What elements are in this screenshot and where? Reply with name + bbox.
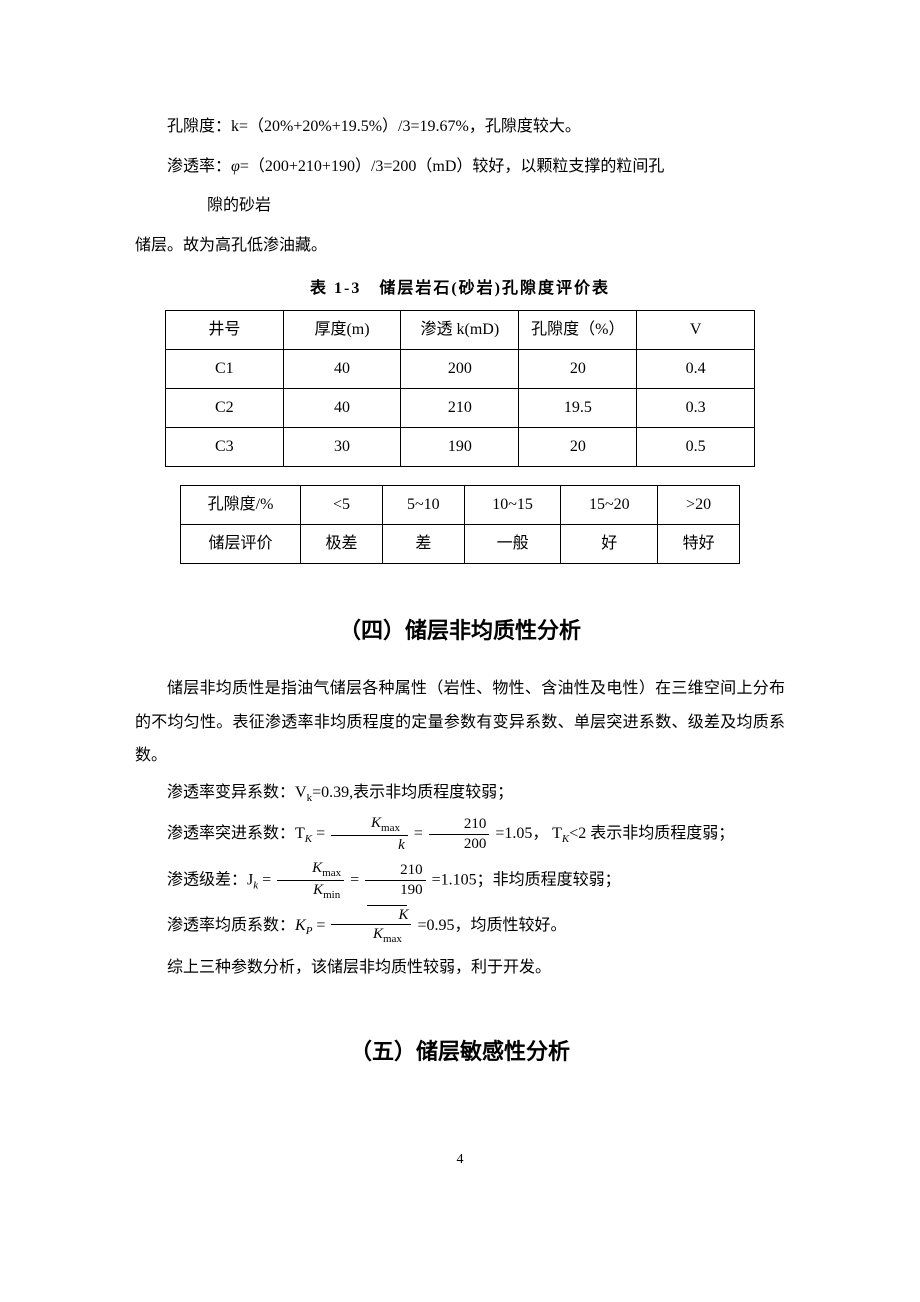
text-label: 渗透率： (167, 158, 231, 175)
text-condition: <2 表示非均质程度弱； (569, 825, 734, 842)
table-cell: 极差 (301, 524, 383, 563)
denominator: 190 (365, 881, 426, 899)
table-cell: 0.5 (637, 427, 755, 466)
table-cell: <5 (301, 485, 383, 524)
table-row: C2 40 210 19.5 0.3 (166, 388, 755, 427)
paragraph-heterogeneity: 储层非均质性是指油气储层各种属性（岩性、物性、含油性及电性）在三维空间上分布的不… (135, 672, 785, 773)
table-cell: 30 (283, 427, 401, 466)
table-cell: >20 (658, 485, 740, 524)
fraction: K Kmax (331, 907, 411, 946)
table-cell: 40 (283, 349, 401, 388)
subscript: min (323, 889, 340, 901)
fraction: 210 200 (429, 816, 490, 852)
paragraph-permeability: 渗透率：φ=（200+210+190）/3=200（mD）较好，以颗粒支撑的粒间… (135, 150, 785, 184)
page-body: 孔隙度：k=（20%+20%+19.5%）/3=19.67%，孔隙度较大。 渗透… (0, 0, 920, 1234)
table-cell: 差 (382, 524, 464, 563)
table-header: 渗透 k(mD) (401, 310, 519, 349)
numerator: 210 (365, 862, 426, 881)
text-label: 渗透级差：J (167, 871, 253, 888)
text-value: =（200+210+190）/3=200（mD）较好，以颗粒支撑的粒间孔 (240, 158, 665, 175)
table1-caption: 表 1-3 储层岩石(砂岩)孔隙度评价表 (135, 272, 785, 306)
table-cell: 15~20 (561, 485, 658, 524)
section-heading-4: （四）储层非均质性分析 (135, 608, 785, 654)
table-cell: 19.5 (519, 388, 637, 427)
text-value: =0.95，均质性较好。 (417, 917, 566, 934)
math-kbar: k (366, 837, 405, 854)
paragraph-kp: 渗透率均质系数：KP = K Kmax =0.95，均质性较好。 (135, 907, 785, 946)
paragraph-vk: 渗透率变异系数：Vk=0.39,表示非均质程度较弱； (135, 779, 785, 809)
table-header: 井号 (166, 310, 284, 349)
table-cell: 200 (401, 349, 519, 388)
section-heading-5: （五）储层敏感性分析 (135, 1029, 785, 1075)
text-value: =1.105；非均质程度较弱； (432, 871, 621, 888)
text-label: 渗透率均质系数： (167, 917, 295, 934)
subscript: k (253, 879, 258, 891)
table-cell: 孔隙度/% (181, 485, 301, 524)
table-porosity-classes: 孔隙度/% <5 5~10 10~15 15~20 >20 储层评价 极差 差 … (180, 485, 740, 564)
subscript: max (383, 933, 402, 945)
paragraph-conclusion: 储层。故为高孔低渗油藏。 (135, 229, 785, 263)
math-k: K (313, 882, 323, 898)
subscript: K (305, 833, 312, 845)
table-cell: C3 (166, 427, 284, 466)
math-kbar: K (366, 907, 408, 924)
paragraph-tk: 渗透率突进系数：TK = Kmax k = 210 200 =1.05， TK<… (135, 815, 785, 854)
table-cell: 210 (401, 388, 519, 427)
page-number: 4 (135, 1145, 785, 1174)
fraction: 210 190 (365, 862, 426, 898)
table-porosity-eval: 井号 厚度(m) 渗透 k(mD) 孔隙度（%） V C1 40 200 20 … (165, 310, 755, 467)
table-cell: 储层评价 (181, 524, 301, 563)
table-cell: C2 (166, 388, 284, 427)
fraction: Kmax Kmin (277, 860, 344, 901)
table-cell: 190 (401, 427, 519, 466)
math-k: K (371, 815, 381, 831)
table-cell: 5~10 (382, 485, 464, 524)
table-cell: 20 (519, 427, 637, 466)
table-header: 厚度(m) (283, 310, 401, 349)
math-k: K (312, 860, 322, 876)
paragraph-permeability-cont: 隙的砂岩 (135, 189, 785, 223)
text-value: =1.05， T (495, 825, 562, 842)
table-row: 孔隙度/% <5 5~10 10~15 15~20 >20 (181, 485, 740, 524)
text-label: 渗透率变异系数：V (167, 784, 307, 801)
table-cell: 20 (519, 349, 637, 388)
text-value: =0.39,表示非均质程度较弱； (312, 784, 513, 801)
table-header: 孔隙度（%） (519, 310, 637, 349)
table-cell: 0.3 (637, 388, 755, 427)
table-header: V (637, 310, 755, 349)
table-cell: 10~15 (464, 485, 561, 524)
math-k: K (295, 917, 306, 934)
table-cell: 40 (283, 388, 401, 427)
phi-symbol: φ (231, 158, 240, 175)
table-cell: 好 (561, 524, 658, 563)
math-k: K (373, 926, 383, 942)
denominator: 200 (429, 835, 490, 853)
paragraph-porosity: 孔隙度：k=（20%+20%+19.5%）/3=19.67%，孔隙度较大。 (135, 110, 785, 144)
table-cell: 一般 (464, 524, 561, 563)
fraction: Kmax k (331, 815, 408, 854)
table-row: 储层评价 极差 差 一般 好 特好 (181, 524, 740, 563)
text-label: 渗透率突进系数：T (167, 825, 305, 842)
table-row: C1 40 200 20 0.4 (166, 349, 755, 388)
table-row: 井号 厚度(m) 渗透 k(mD) 孔隙度（%） V (166, 310, 755, 349)
numerator: 210 (429, 816, 490, 835)
paragraph-jk: 渗透级差：Jk = Kmax Kmin = 210 190 =1.105；非均质… (135, 860, 785, 901)
subscript: max (381, 822, 400, 834)
table-row: C3 30 190 20 0.5 (166, 427, 755, 466)
subscript: P (306, 925, 313, 937)
table-cell: 0.4 (637, 349, 755, 388)
paragraph-summary: 综上三种参数分析，该储层非均质性较弱，利于开发。 (135, 951, 785, 985)
table-cell: 特好 (658, 524, 740, 563)
subscript: max (322, 867, 341, 879)
table-cell: C1 (166, 349, 284, 388)
